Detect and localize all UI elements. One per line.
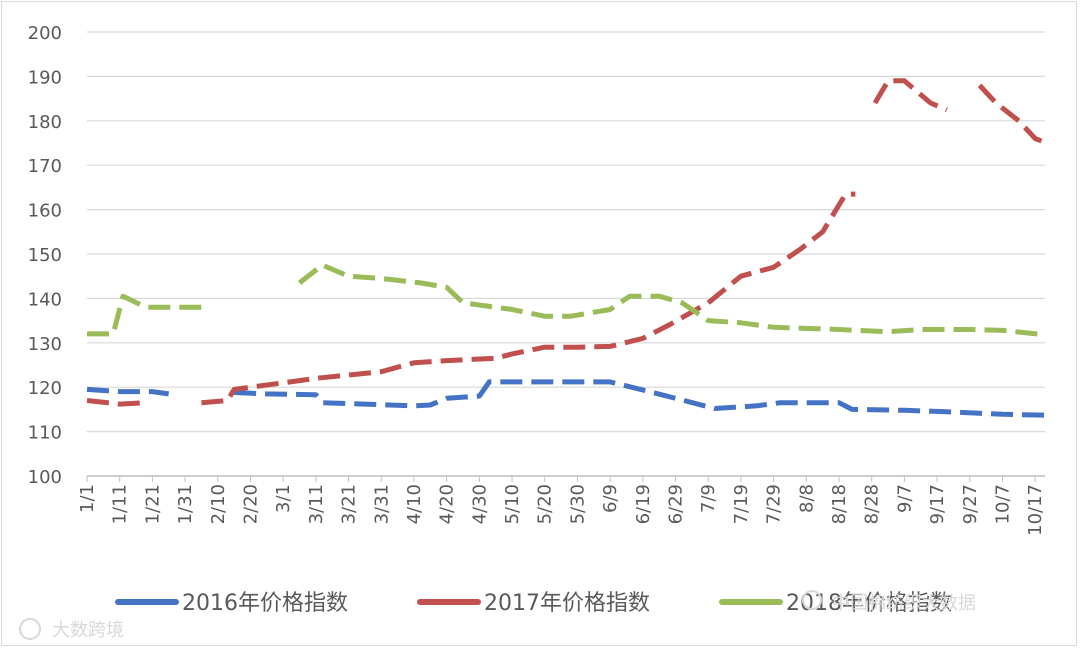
watermarks: 大数跨境 中国棉纺织大数据: [19, 590, 976, 641]
x-tick-label: 4/30: [469, 484, 490, 524]
series-lines: [86, 78, 1048, 418]
y-tick-label: 140: [28, 289, 62, 310]
x-tick-label: 9/27: [960, 484, 981, 524]
x-tick-label: 6/29: [666, 484, 687, 524]
x-tick-label: 10/17: [1025, 484, 1046, 536]
x-tick-label: 8/28: [862, 484, 883, 524]
x-tick-label: 3/1: [273, 484, 294, 513]
x-tick-label: 5/10: [502, 484, 523, 524]
y-tick-label: 200: [28, 23, 62, 44]
y-tick-label: 100: [28, 467, 62, 488]
y-tick-label: 110: [28, 423, 62, 444]
x-axis-ticks: 1/1 1/11 1/21 1/31 2/10 2/20 3/1 3/11 3/21 3/31 4/…: [77, 476, 1046, 536]
x-tick-label: 7/9: [698, 484, 719, 513]
x-tick-label: 1/31: [175, 484, 196, 524]
series-line-1: [86, 78, 1048, 407]
x-tick-label: 8/18: [829, 484, 850, 524]
x-tick-label: 2/10: [208, 484, 229, 524]
y-tick-label: 160: [28, 201, 62, 222]
x-tick-label: 7/19: [731, 484, 752, 524]
x-tick-label: 10/7: [992, 484, 1013, 524]
watermark-wechat-icon: [802, 590, 822, 610]
y-tick-label: 190: [28, 67, 62, 88]
y-tick-label: 170: [28, 156, 62, 177]
legend: 2016年价格指数 2017年价格指数 2018年价格指数: [115, 591, 952, 616]
x-tick-label: 3/21: [339, 484, 360, 524]
x-tick-label: 1/1: [77, 484, 98, 513]
y-axis-ticks: 100 110 120 130 140 150 160 170 180 190 200: [28, 23, 62, 488]
x-tick-label: 3/11: [306, 484, 327, 524]
x-tick-label: 7/29: [764, 484, 785, 524]
x-tick-label: 4/20: [437, 484, 458, 524]
legend-label: 2017年价格指数: [484, 591, 650, 616]
y-tick-label: 130: [28, 334, 62, 355]
series-line-2: [87, 262, 1046, 338]
x-tick-label: 9/17: [927, 484, 948, 524]
legend-label: 2018年价格指数: [786, 591, 952, 616]
x-tick-label: 9/7: [894, 484, 915, 513]
x-tick-label: 8/8: [796, 484, 817, 513]
x-tick-label: 3/31: [371, 484, 392, 524]
watermark-legend-overlay: 中国棉纺织大数据: [832, 593, 976, 614]
series-line-0: [86, 379, 1046, 418]
x-tick-label: 1/21: [142, 484, 163, 524]
y-tick-label: 180: [28, 112, 62, 133]
x-tick-label: 6/19: [633, 484, 654, 524]
y-tick-label: 120: [28, 378, 62, 399]
x-tick-label: 5/30: [567, 484, 588, 524]
x-tick-label: 2/20: [240, 484, 261, 524]
watermark-logo-icon: [19, 618, 41, 640]
x-tick-label: 4/10: [404, 484, 425, 524]
y-tick-label: 150: [28, 245, 62, 266]
x-tick-label: 5/20: [535, 484, 556, 524]
legend-label: 2016年价格指数: [182, 591, 348, 616]
x-tick-label: 1/11: [110, 484, 131, 524]
x-tick-label: 6/9: [600, 484, 621, 513]
watermark-bottom-left: 大数跨境: [52, 620, 124, 641]
